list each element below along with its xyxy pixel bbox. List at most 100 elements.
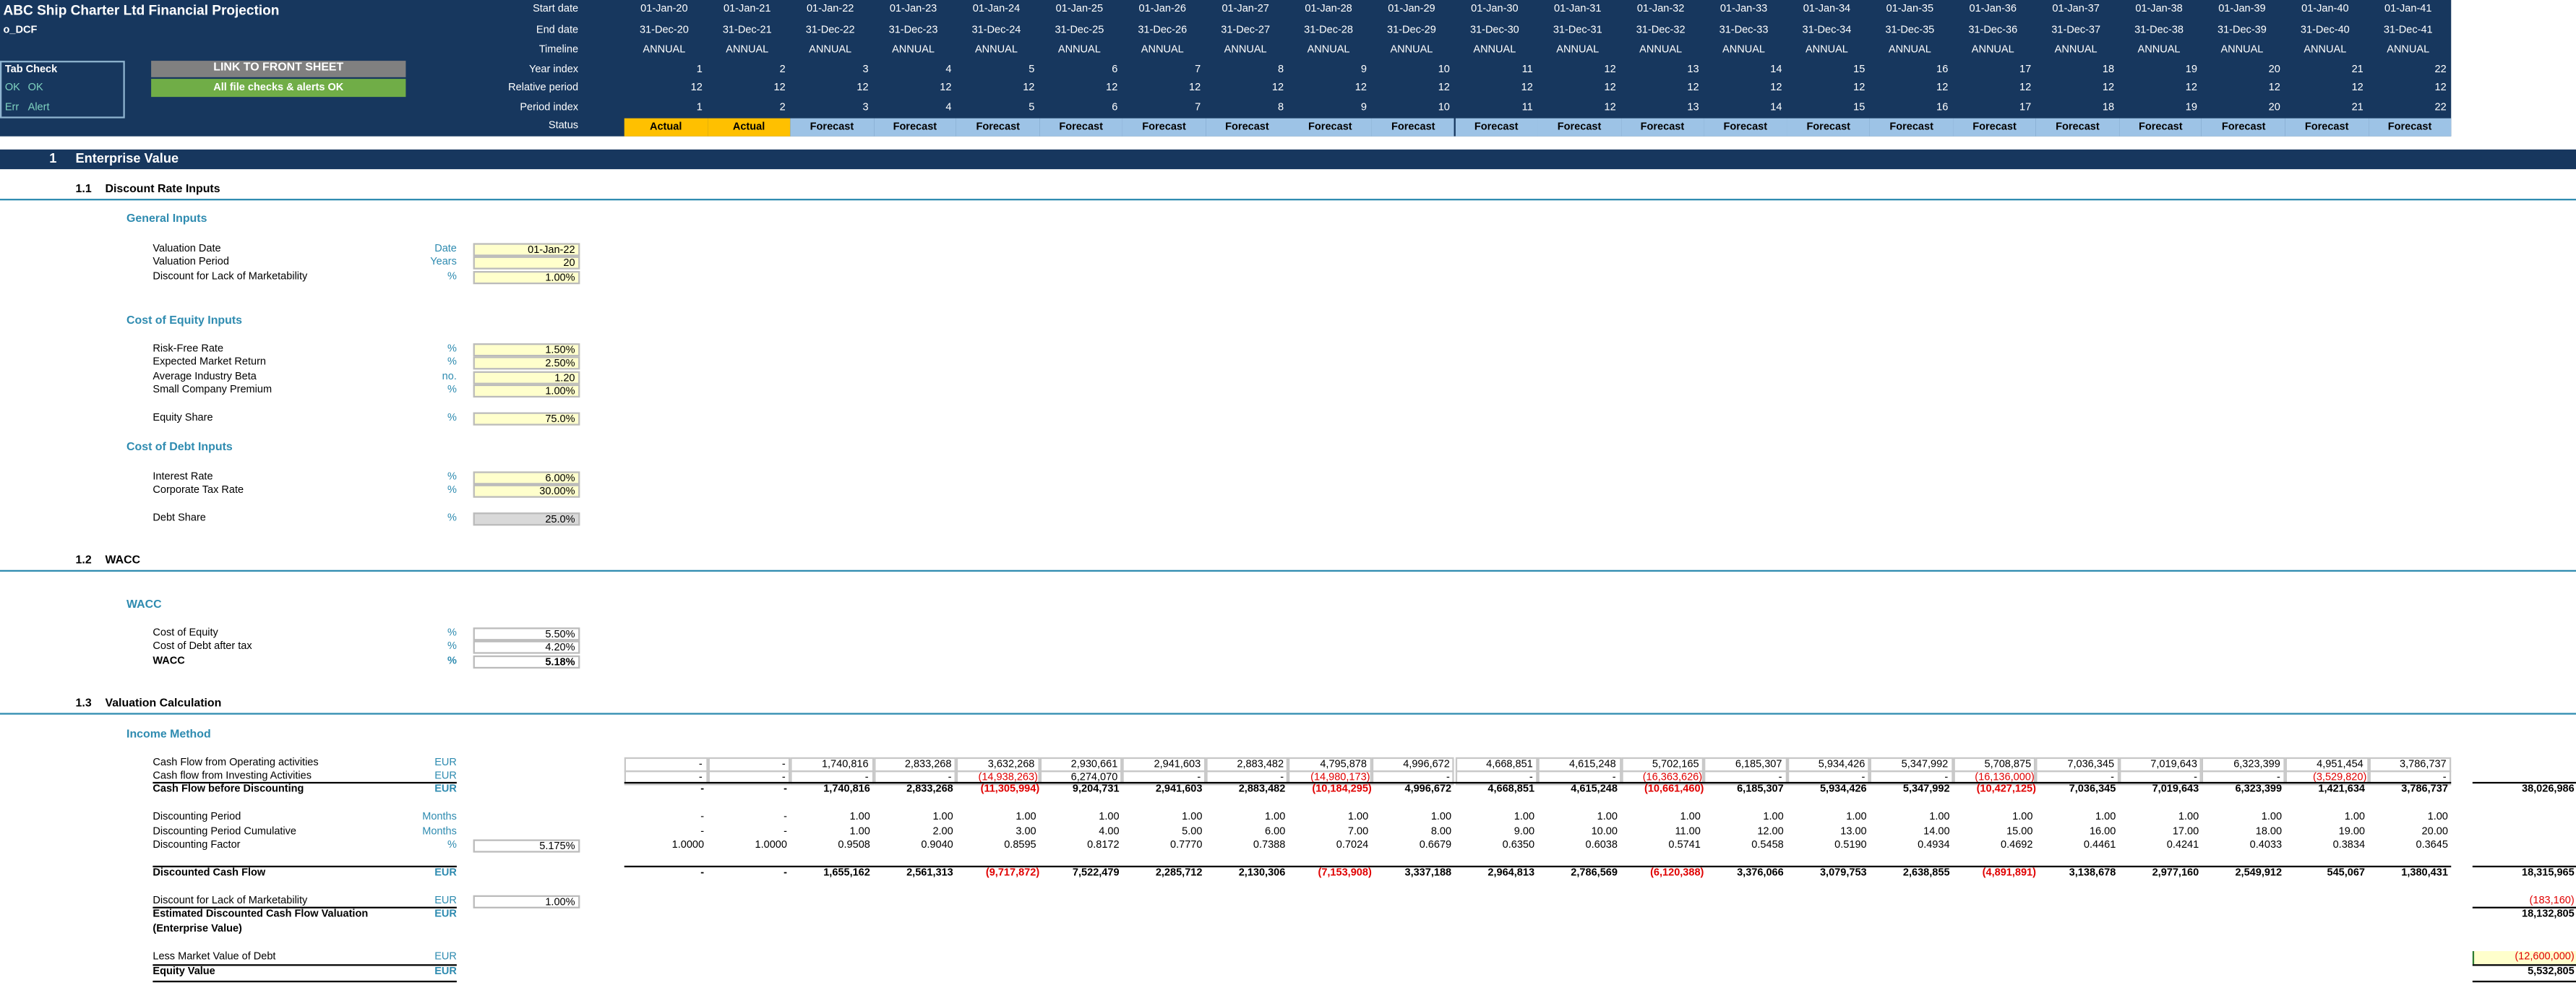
timeline-value: 12 bbox=[2185, 82, 2197, 94]
timeline-value: 9 bbox=[1360, 64, 1367, 76]
value-cell: 1.00 bbox=[932, 811, 953, 823]
value-cell: 5,347,992 bbox=[1902, 783, 1950, 796]
timeline-value: 12 bbox=[1770, 82, 1782, 94]
row-unit: Months bbox=[422, 811, 457, 823]
row-rule bbox=[2472, 865, 2576, 867]
timeline-value: ANNUAL bbox=[2054, 44, 2098, 56]
status-cell: Forecast bbox=[2202, 118, 2285, 137]
row-label: Cash flow from Investing Activities bbox=[153, 770, 312, 782]
input-cell: 1.00% bbox=[473, 384, 580, 398]
timeline-value: 12 bbox=[1604, 101, 1616, 113]
timeline-value: 31-Dec-22 bbox=[805, 25, 855, 37]
timeline-value: 22 bbox=[2434, 64, 2447, 76]
input-cell: 2.50% bbox=[473, 356, 580, 370]
timeline-value: 12 bbox=[1687, 82, 1699, 94]
timeline-value: 18 bbox=[2102, 64, 2115, 76]
status-cell: Forecast bbox=[2118, 118, 2202, 137]
value-cell: 4,668,851 bbox=[1487, 783, 1535, 796]
timeline-value: 18 bbox=[2102, 101, 2115, 113]
value-cell: 0.6679 bbox=[1419, 839, 1452, 851]
timeline-value: 31-Dec-20 bbox=[639, 25, 689, 37]
value-cell: 0.5741 bbox=[1668, 839, 1701, 851]
value-cell: (16,363,626) bbox=[1620, 770, 1704, 785]
value-cell: 2,930,661 bbox=[1039, 757, 1123, 772]
timeline-value: ANNUAL bbox=[1057, 44, 1101, 56]
value-cell: 545,067 bbox=[2327, 867, 2366, 880]
timeline-value: 01-Jan-22 bbox=[806, 3, 854, 15]
row-unit: % bbox=[447, 412, 457, 424]
value-cell: 6,323,399 bbox=[2235, 783, 2283, 796]
total-cell: 18,315,965 bbox=[2521, 867, 2575, 880]
value-cell: - bbox=[783, 783, 787, 796]
status-cell: Forecast bbox=[1870, 118, 1954, 137]
value-cell: (4,891,891) bbox=[1982, 867, 2036, 880]
subheading: Cost of Equity Inputs bbox=[126, 315, 243, 327]
input-cell: 20 bbox=[473, 256, 580, 270]
row-unit: EUR bbox=[434, 966, 457, 978]
value-cell: 7,522,479 bbox=[1072, 867, 1120, 880]
input-cell: 4.20% bbox=[473, 640, 580, 654]
timeline-value: 31-Dec-32 bbox=[1636, 25, 1686, 37]
timeline-value: 17 bbox=[2019, 101, 2032, 113]
row-rule bbox=[153, 865, 457, 867]
row-unit: % bbox=[447, 627, 457, 640]
timeline-value: 5 bbox=[1029, 64, 1035, 76]
timeline-value: ANNUAL bbox=[2137, 44, 2181, 56]
timeline-value: 19 bbox=[2185, 64, 2197, 76]
value-cell: 0.9040 bbox=[921, 839, 953, 851]
row-label: Cost of Debt after tax bbox=[153, 640, 252, 653]
input-cell: 5.175% bbox=[473, 839, 580, 853]
timeline-value: 3 bbox=[862, 101, 869, 113]
timeline-value: 01-Jan-27 bbox=[1222, 3, 1269, 15]
timeline-value: 01-Jan-33 bbox=[1720, 3, 1768, 15]
value-cell: 2,883,482 bbox=[1205, 757, 1289, 772]
timeline-value: 12 bbox=[1106, 82, 1118, 94]
input-cell: 25.0% bbox=[473, 512, 580, 526]
value-cell: - bbox=[790, 770, 874, 785]
input-cell: 1.20 bbox=[473, 371, 580, 384]
value-cell: - bbox=[707, 757, 791, 772]
status-cell: Forecast bbox=[1537, 118, 1621, 137]
timeline-value: 01-Jan-35 bbox=[1886, 3, 1934, 15]
value-cell: - bbox=[783, 867, 787, 880]
status-cell: Forecast bbox=[1704, 118, 1787, 137]
value-cell: 2,638,855 bbox=[1902, 867, 1950, 880]
timeline-value: 7 bbox=[1195, 64, 1201, 76]
value-cell: - bbox=[1122, 770, 1206, 785]
value-cell: 12.00 bbox=[1757, 826, 1784, 838]
value-cell: 11.00 bbox=[1675, 826, 1701, 838]
tab-check-status: OK bbox=[4, 82, 20, 94]
timeline-value: 31-Dec-38 bbox=[2134, 25, 2184, 37]
timeline-value: 12 bbox=[2268, 82, 2280, 94]
row-unit: EUR bbox=[434, 895, 457, 907]
timeline-value: ANNUAL bbox=[2220, 44, 2264, 56]
timeline-value: 12 bbox=[1189, 82, 1201, 94]
value-cell: 3,786,737 bbox=[2401, 783, 2448, 796]
value-cell: 1,421,634 bbox=[2318, 783, 2366, 796]
input-cell: 1.00% bbox=[473, 271, 580, 285]
timeline-value: 12 bbox=[1936, 82, 1949, 94]
value-cell: 2,941,603 bbox=[1122, 757, 1206, 772]
value-cell: 0.6350 bbox=[1502, 839, 1535, 851]
value-cell: 1.0000 bbox=[755, 839, 787, 851]
timeline-value: ANNUAL bbox=[892, 44, 935, 56]
timeline-value: ANNUAL bbox=[1224, 44, 1267, 56]
timeline-label: End date bbox=[536, 25, 579, 37]
value-cell: 0.5458 bbox=[1751, 839, 1784, 851]
timeline-value: 31-Dec-36 bbox=[1968, 25, 2018, 37]
value-cell: 0.4692 bbox=[2001, 839, 2033, 851]
value-cell: 1.0000 bbox=[671, 839, 705, 851]
value-cell: 8.00 bbox=[1430, 826, 1452, 838]
row-label: Interest Rate bbox=[153, 471, 213, 483]
link-button[interactable]: LINK TO FRONT SHEET bbox=[151, 61, 406, 77]
tab-check-status: Err bbox=[4, 101, 20, 113]
value-cell: 1.00 bbox=[2344, 811, 2366, 823]
status-cell: Forecast bbox=[2285, 118, 2369, 137]
row-unit: EUR bbox=[434, 908, 457, 920]
value-cell: - bbox=[873, 770, 957, 785]
row-rule bbox=[153, 964, 457, 966]
value-cell: - bbox=[1371, 770, 1455, 785]
timeline-value: 31-Dec-25 bbox=[1055, 25, 1104, 37]
value-cell: 1.00 bbox=[1016, 811, 1036, 823]
input-cell: 5.18% bbox=[473, 655, 580, 669]
